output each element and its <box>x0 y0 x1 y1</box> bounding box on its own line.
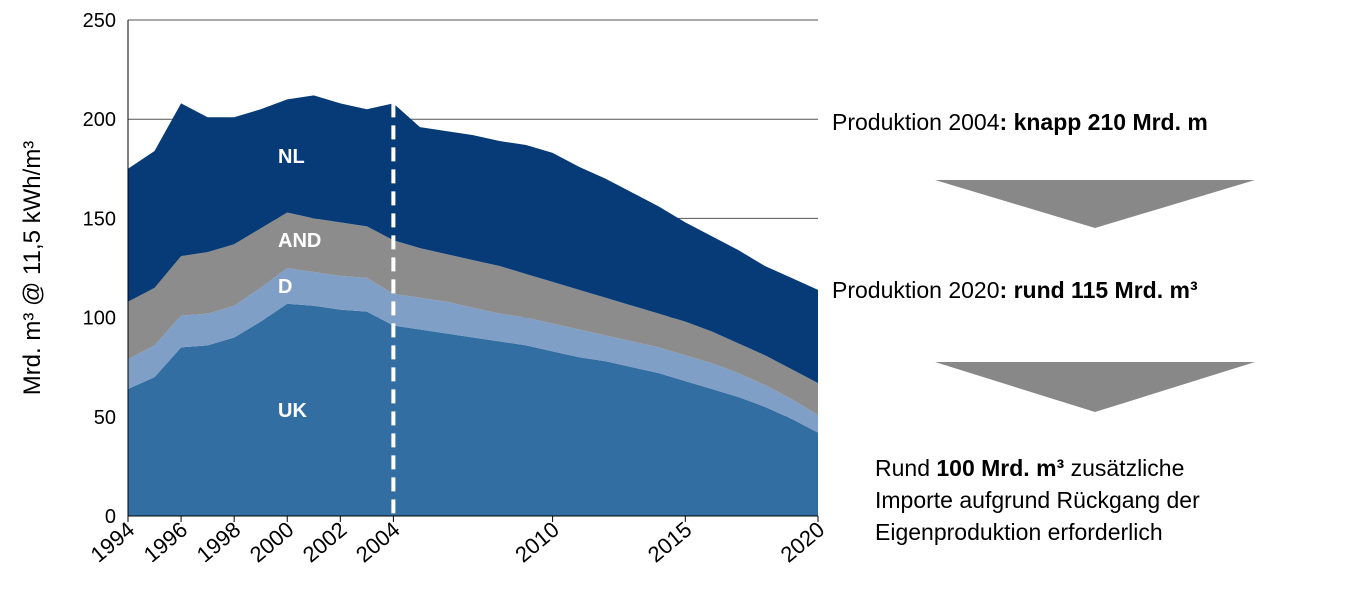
annotation: Produktion 2004: knapp 210 Mrd. m <box>832 109 1208 135</box>
x-tick-label: 2020 <box>776 517 830 568</box>
arrow <box>935 362 1255 412</box>
annotation-run: Importe aufgrund Rückgang der <box>875 487 1200 513</box>
area <box>128 212 818 415</box>
annotation-run: : rund 115 Mrd. m³ <box>1000 277 1198 303</box>
y-tick-label: 200 <box>83 109 116 131</box>
series-label: NL <box>278 146 305 168</box>
y-tick-label: 150 <box>83 208 116 230</box>
y-tick-label: 100 <box>83 308 116 330</box>
x-tick-label: 1996 <box>139 517 193 568</box>
annotation: Produktion 2020: rund 115 Mrd. m³ <box>832 277 1198 303</box>
x-tick-label: 2002 <box>298 517 352 568</box>
annotation-run: : knapp 210 Mrd. m <box>1000 109 1208 135</box>
series-label: D <box>278 276 292 298</box>
annotation: Eigenproduktion erforderlich <box>875 519 1163 545</box>
annotation-run: Produktion 2004 <box>832 109 1000 135</box>
annotation-run: Rund <box>875 455 936 481</box>
series-label: AND <box>278 230 321 252</box>
x-tick-label: 2010 <box>510 517 564 568</box>
annotation-run: 100 Mrd. m³ <box>936 455 1064 481</box>
x-tick-label: 1998 <box>192 517 246 568</box>
y-tick-label: 0 <box>105 506 116 528</box>
annotation-run: Eigenproduktion erforderlich <box>875 519 1163 545</box>
x-tick-label: 2000 <box>245 517 299 568</box>
x-tick-label: 2004 <box>351 517 405 568</box>
area <box>128 95 818 384</box>
y-axis-label: Mrd. m³ @ 11,5 kWh/m³ <box>19 141 46 396</box>
annotation: Importe aufgrund Rückgang der <box>875 487 1200 513</box>
arrow <box>935 180 1255 228</box>
annotation-run: Produktion 2020 <box>832 277 1000 303</box>
series-label: UK <box>278 400 307 422</box>
annotation-run: zusätzliche <box>1064 455 1184 481</box>
y-tick-label: 250 <box>83 10 116 32</box>
areas <box>128 95 818 516</box>
area <box>128 303 818 516</box>
y-tick-label: 50 <box>94 407 116 429</box>
x-tick-label: 2015 <box>643 517 697 568</box>
annotation: Rund 100 Mrd. m³ zusätzliche <box>875 455 1184 481</box>
